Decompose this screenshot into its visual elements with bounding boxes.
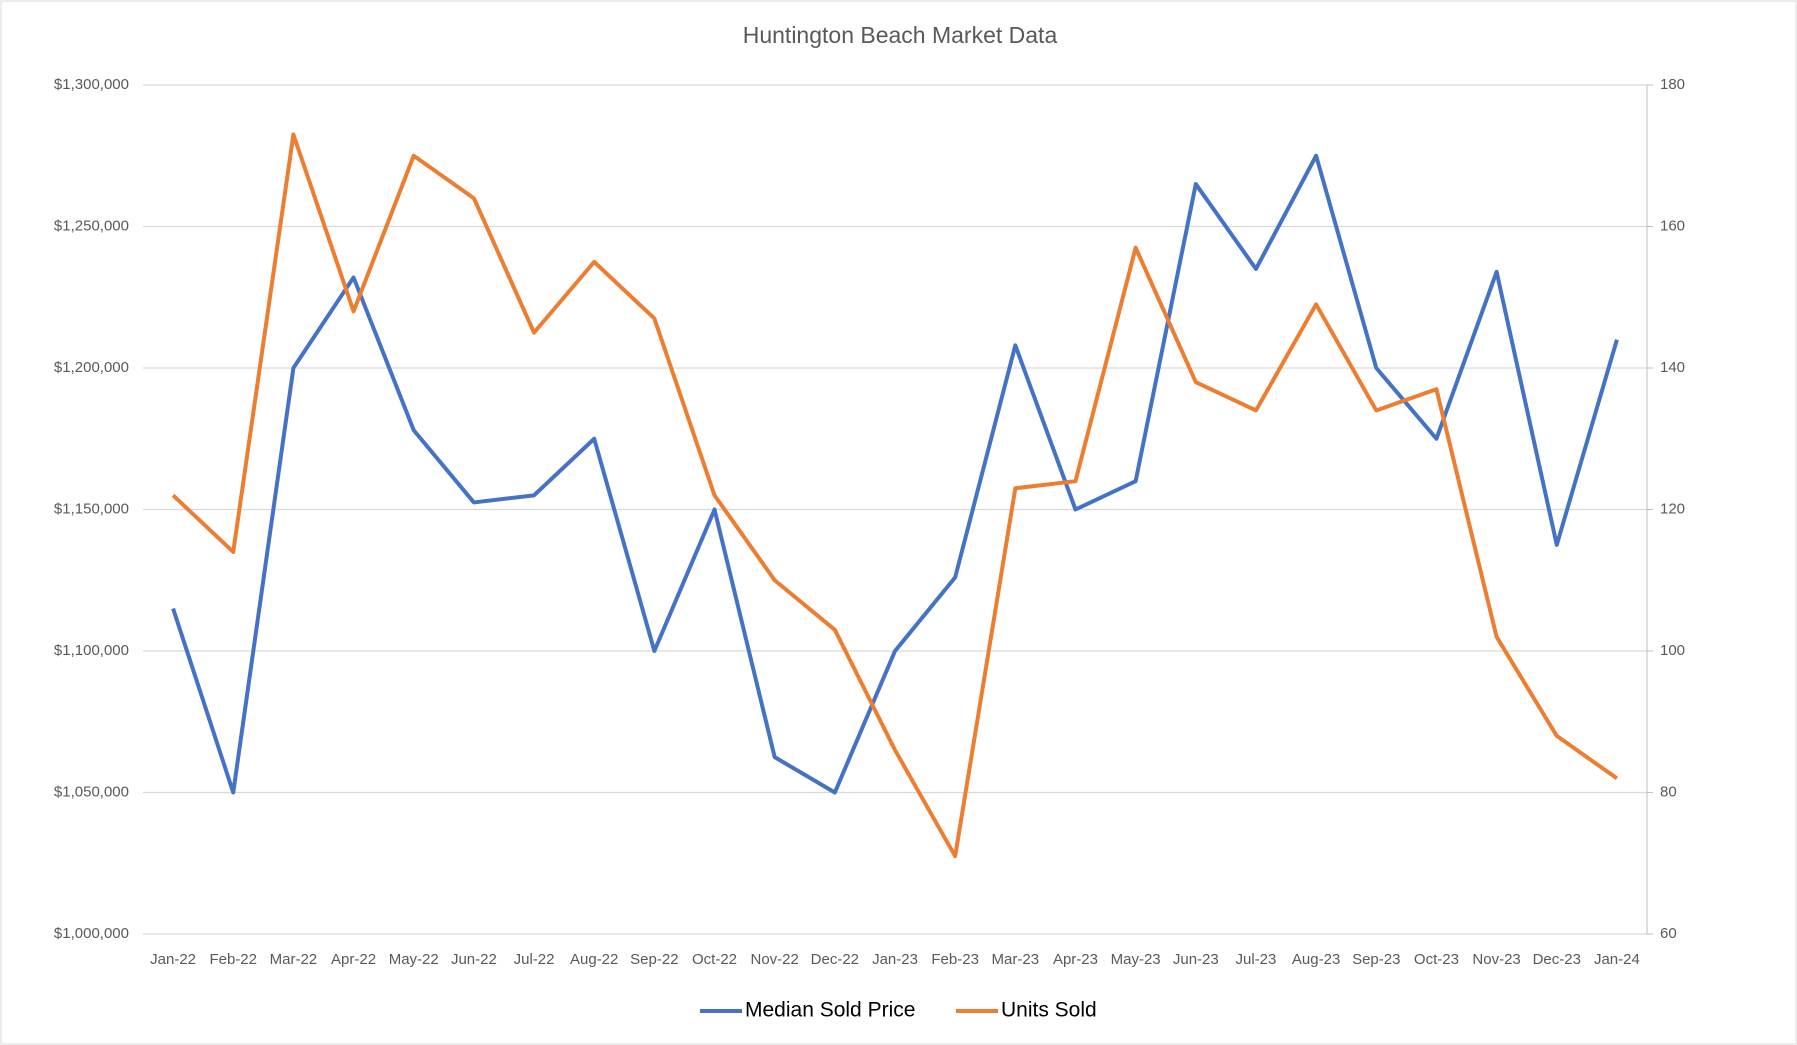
x-tick-label: Mar-22 <box>270 951 318 968</box>
x-tick-label: May-23 <box>1111 951 1161 968</box>
x-tick-label: Oct-22 <box>692 951 737 968</box>
y2-tick-label: 80 <box>1660 783 1677 800</box>
x-tick-label: Nov-23 <box>1472 951 1520 968</box>
x-tick-label: Mar-23 <box>992 951 1040 968</box>
legend-label: Median Sold Price <box>745 999 915 1022</box>
y-tick-label: $1,200,000 <box>54 359 129 376</box>
y2-tick-label: 120 <box>1660 500 1685 517</box>
x-tick-label: Sep-22 <box>630 951 678 968</box>
x-tick-label: Jul-22 <box>514 951 555 968</box>
y-tick-label: $1,300,000 <box>54 76 129 93</box>
series-line <box>171 153 1619 795</box>
x-tick-label: Dec-23 <box>1533 951 1581 968</box>
y2-tick-label: 160 <box>1660 217 1685 234</box>
x-tick-label: Jan-22 <box>150 951 196 968</box>
x-tick-label: Feb-23 <box>931 951 979 968</box>
x-tick-label: Nov-22 <box>751 951 799 968</box>
y2-tick-label: 140 <box>1660 359 1685 376</box>
y-tick-label: $1,050,000 <box>54 783 129 800</box>
y2-tick-label: 100 <box>1660 642 1685 659</box>
x-tick-label: Aug-23 <box>1292 951 1340 968</box>
y2-tick-label: 60 <box>1660 925 1677 942</box>
series-line <box>171 132 1619 859</box>
x-tick-label: Oct-23 <box>1414 951 1459 968</box>
x-tick-label: Apr-22 <box>331 951 376 968</box>
x-tick-label: Jun-22 <box>451 951 497 968</box>
x-tick-label: Jan-24 <box>1594 951 1640 968</box>
x-tick-label: Jun-23 <box>1173 951 1219 968</box>
x-tick-label: Feb-22 <box>209 951 257 968</box>
x-tick-label: Aug-22 <box>570 951 618 968</box>
x-tick-label: May-22 <box>389 951 439 968</box>
legend-label: Units Sold <box>1001 999 1097 1022</box>
y-tick-label: $1,000,000 <box>54 925 129 942</box>
x-tick-label: Dec-22 <box>811 951 859 968</box>
x-tick-label: Jul-23 <box>1236 951 1277 968</box>
x-tick-label: Jan-23 <box>872 951 918 968</box>
y2-tick-label: 180 <box>1660 76 1685 93</box>
x-tick-label: Apr-23 <box>1053 951 1098 968</box>
y-tick-label: $1,250,000 <box>54 217 129 234</box>
y-tick-label: $1,150,000 <box>54 500 129 517</box>
chart-title: Huntington Beach Market Data <box>743 22 1058 48</box>
x-tick-label: Sep-23 <box>1352 951 1400 968</box>
y-tick-label: $1,100,000 <box>54 642 129 659</box>
